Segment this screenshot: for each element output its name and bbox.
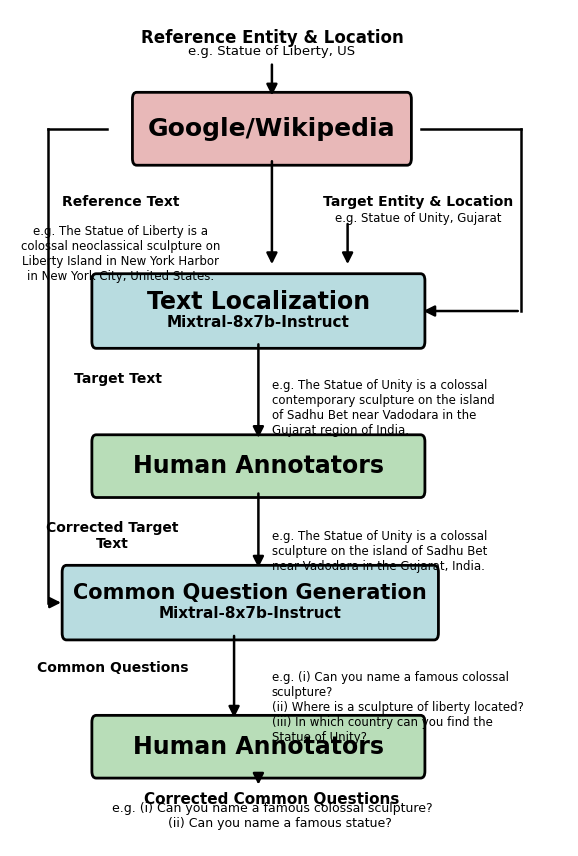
- Text: e.g. The Statue of Unity is a colossal
sculpture on the island of Sadhu Bet
near: e.g. The Statue of Unity is a colossal s…: [272, 530, 487, 573]
- Text: Human Annotators: Human Annotators: [133, 455, 384, 479]
- Text: Target Text: Target Text: [74, 372, 162, 386]
- Text: Target Entity & Location: Target Entity & Location: [323, 195, 513, 209]
- Text: e.g. (i) Can you name a famous colossal
sculpture?
(ii) Where is a sculpture of : e.g. (i) Can you name a famous colossal …: [272, 671, 524, 744]
- Text: Mixtral-8x7b-Instruct: Mixtral-8x7b-Instruct: [159, 606, 342, 621]
- FancyBboxPatch shape: [92, 716, 425, 778]
- Text: Mixtral-8x7b-Instruct: Mixtral-8x7b-Instruct: [167, 314, 350, 330]
- Text: Common Question Generation: Common Question Generation: [73, 583, 427, 603]
- Text: Human Annotators: Human Annotators: [133, 734, 384, 758]
- Text: e.g. (i) Can you name a famous colossal sculpture?
    (ii) Can you name a famou: e.g. (i) Can you name a famous colossal …: [112, 802, 432, 830]
- Text: Text Localization: Text Localization: [147, 289, 370, 313]
- FancyBboxPatch shape: [92, 274, 425, 348]
- Text: Common Questions: Common Questions: [36, 661, 188, 675]
- Text: Reference Entity & Location: Reference Entity & Location: [140, 29, 403, 47]
- Text: Google/Wikipedia: Google/Wikipedia: [148, 116, 396, 140]
- Text: e.g. Statue of Liberty, US: e.g. Statue of Liberty, US: [188, 45, 355, 58]
- Text: e.g. The Statue of Liberty is a
colossal neoclassical sculpture on
Liberty Islan: e.g. The Statue of Liberty is a colossal…: [21, 224, 220, 282]
- Text: e.g. The Statue of Unity is a colossal
contemporary sculpture on the island
of S: e.g. The Statue of Unity is a colossal c…: [272, 379, 495, 437]
- Text: e.g. Statue of Unity, Gujarat: e.g. Statue of Unity, Gujarat: [335, 211, 501, 225]
- Text: Corrected Common Questions: Corrected Common Questions: [144, 792, 399, 806]
- FancyBboxPatch shape: [62, 565, 439, 640]
- FancyBboxPatch shape: [132, 92, 412, 165]
- FancyBboxPatch shape: [92, 435, 425, 497]
- Text: Reference Text: Reference Text: [62, 195, 179, 209]
- Text: Corrected Target
Text: Corrected Target Text: [46, 521, 179, 551]
